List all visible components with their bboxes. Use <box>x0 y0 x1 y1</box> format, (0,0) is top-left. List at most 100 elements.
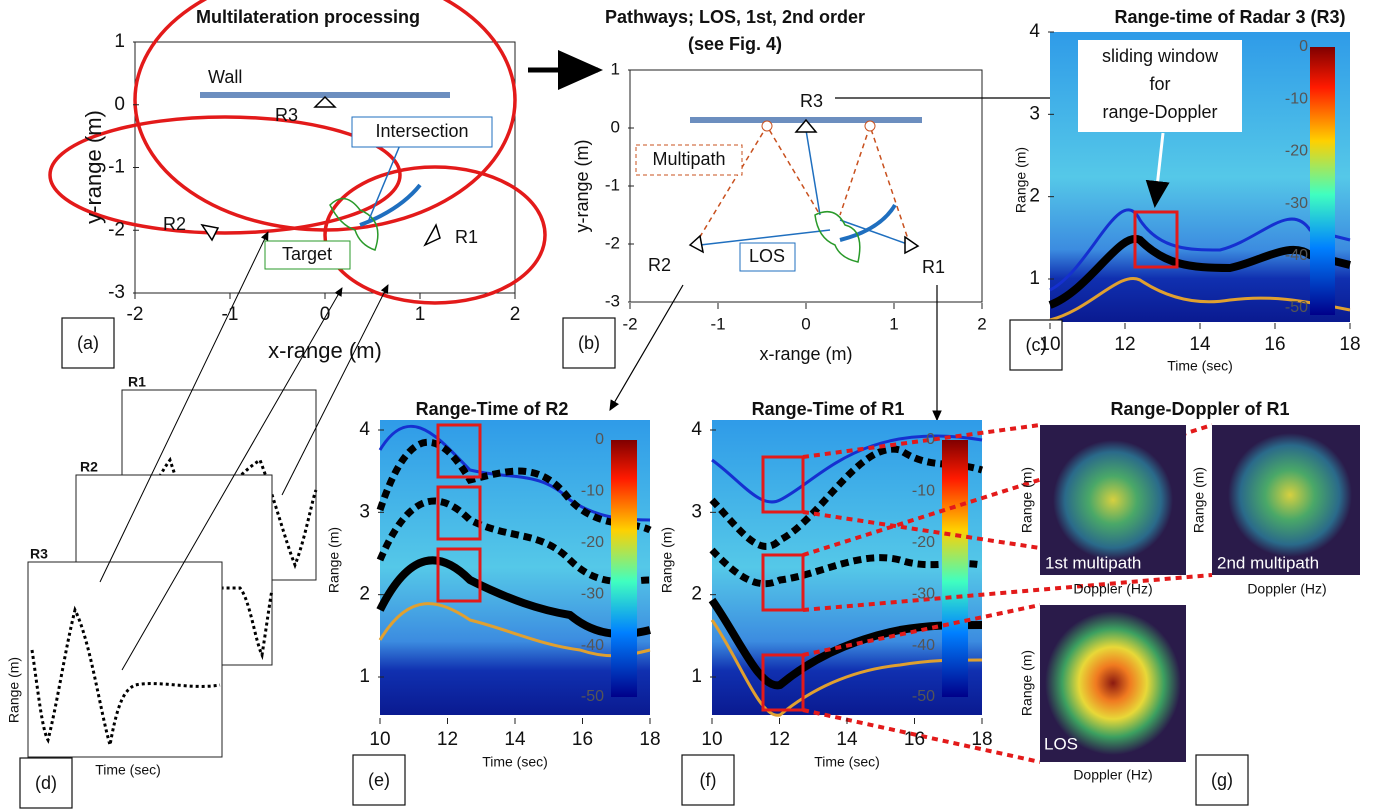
panel-f: Range-Time of R1 Time (sec) Range (m) (f… <box>659 399 1213 806</box>
title: Range-Time of R2 <box>416 399 569 419</box>
window <box>761 553 805 612</box>
arrow <box>99 231 269 583</box>
curve <box>1048 234 1351 309</box>
panel-d: R1 R2 R3 Time (sec) Range (m) (d) <box>6 231 389 809</box>
annotation: sliding window <box>1102 46 1219 66</box>
y-tick-label: -10 <box>912 483 935 500</box>
title: Multilateration processing <box>196 7 420 27</box>
x-tick-label: 0 <box>801 314 810 333</box>
y-tick-label: 4 <box>359 419 370 440</box>
radar-r1 <box>423 223 441 247</box>
y-label: Range (m) <box>659 527 675 593</box>
panel-b: Pathways; LOS, 1st, 2nd order (see Fig. … <box>562 7 1067 422</box>
colorbar <box>611 440 637 697</box>
y-tick-label: -20 <box>581 534 604 551</box>
colorbar <box>942 440 968 697</box>
panel-g: Range-Doppler of R1 1st multipath 2nd mu… <box>1019 399 1360 806</box>
label-box <box>61 317 115 369</box>
y-tick-label: -2 <box>108 219 125 240</box>
annotation: for <box>1149 74 1170 94</box>
curve <box>376 438 652 534</box>
annotation-box <box>1078 40 1242 132</box>
y-tick-label: 2 <box>359 584 370 605</box>
x-tick-label: 1 <box>889 314 898 333</box>
x-tick-label: 12 <box>769 729 790 750</box>
card-label: R1 <box>128 374 146 390</box>
y-tick-label: 1 <box>1029 268 1040 289</box>
y-label: Range (m) <box>6 657 22 723</box>
radar-r1 <box>904 235 920 255</box>
annotation: R3 <box>275 105 298 125</box>
x-tick-label: 18 <box>971 729 992 750</box>
x-tick-label: 10 <box>1039 334 1060 355</box>
arrow <box>121 287 343 671</box>
y-tick-label: -10 <box>1285 90 1308 107</box>
window <box>761 653 805 712</box>
x-tick-label: 16 <box>1264 334 1285 355</box>
y-tick-label: -30 <box>912 585 935 602</box>
y-tick-label: 0 <box>1299 38 1308 55</box>
annotation: Multipath <box>652 149 725 169</box>
x-label: x-range (m) <box>759 344 852 364</box>
y-tick-label: -3 <box>605 291 620 310</box>
x-tick-label: 18 <box>639 729 660 750</box>
y-tick-label: 0 <box>926 431 935 448</box>
y-label: y-range (m) <box>81 110 106 224</box>
y-label: Range (m) <box>326 527 342 593</box>
doppler-blob <box>1045 611 1181 755</box>
title: Range-Time of R1 <box>752 399 905 419</box>
y-tick-label: -20 <box>1285 143 1308 160</box>
x-tick-label: -2 <box>622 314 637 333</box>
y-tick-label: -10 <box>581 483 604 500</box>
track <box>359 183 422 227</box>
y-tick-label: 0 <box>595 431 604 448</box>
y-tick-label: 0 <box>114 94 125 115</box>
window <box>436 485 482 541</box>
y-tick-label: -30 <box>581 585 604 602</box>
x-tick-label: 2 <box>510 304 521 325</box>
radar-r2 <box>688 234 705 254</box>
title: Range-time of Radar 3 (R3) <box>1114 7 1345 27</box>
map-name: 1st multipath <box>1045 553 1141 572</box>
x-label: Time (sec) <box>95 762 161 778</box>
annotation: R2 <box>163 214 186 234</box>
arrow <box>609 284 684 412</box>
label-box <box>352 754 406 806</box>
reflection <box>864 120 876 132</box>
x-tick-label: 10 <box>369 729 390 750</box>
x-tick-label: 12 <box>437 729 458 750</box>
card-label: R3 <box>30 546 48 562</box>
x-tick-label: -1 <box>710 314 725 333</box>
x-label: Doppler (Hz) <box>1247 581 1326 597</box>
arrow <box>1145 132 1170 208</box>
panel-e: Range-Time of R2 Time (sec) Range (m) (e… <box>326 399 652 806</box>
window <box>436 423 482 479</box>
y-label: y-range (m) <box>572 139 592 232</box>
y-tick-label: -2 <box>605 233 620 252</box>
label-box <box>681 754 735 806</box>
y-tick-label: -1 <box>605 175 620 194</box>
y-tick-label: 3 <box>691 501 702 522</box>
y-tick-label: 1 <box>359 666 370 687</box>
x-tick-label: 2 <box>977 314 986 333</box>
curve <box>378 424 651 522</box>
track <box>839 203 897 242</box>
curve <box>709 445 984 550</box>
y-label: Range (m) <box>1019 467 1035 533</box>
doppler-blob <box>1053 440 1173 560</box>
y-tick-label: 3 <box>1029 103 1040 124</box>
y-tick-label: -50 <box>581 688 604 705</box>
x-tick-label: 1 <box>415 304 426 325</box>
card-label: R2 <box>80 459 98 475</box>
annotation: range-Doppler <box>1102 102 1217 122</box>
radar-r3 <box>313 95 337 108</box>
title: (see Fig. 4) <box>688 34 782 54</box>
curve <box>376 556 651 639</box>
panel-label: (d) <box>35 773 57 793</box>
x-tick-label: 0 <box>320 304 331 325</box>
y-label: Range (m) <box>1013 147 1029 213</box>
colorbar <box>1310 47 1335 315</box>
y-tick-label: 1 <box>611 59 620 78</box>
panel-label: (f) <box>700 770 717 790</box>
